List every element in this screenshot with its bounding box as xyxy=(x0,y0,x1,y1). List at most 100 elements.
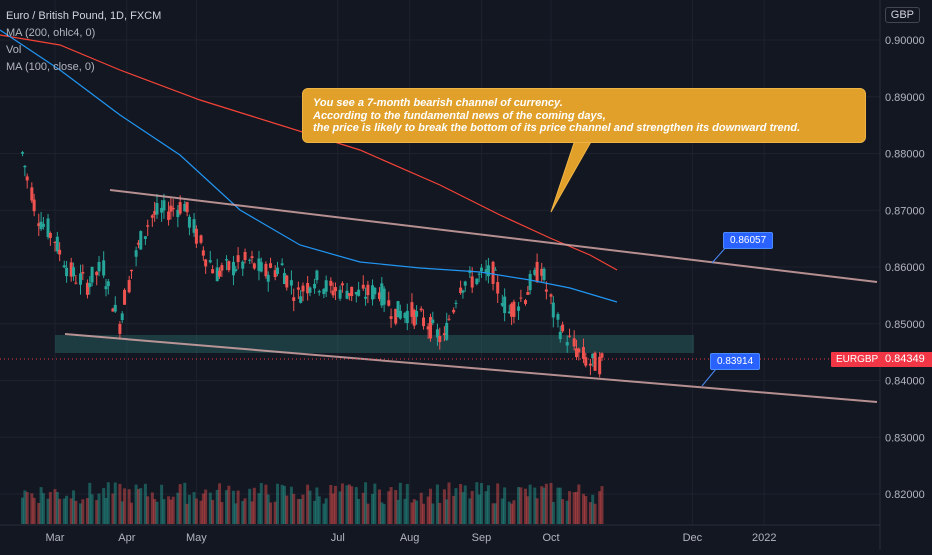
volume-bar xyxy=(167,496,171,524)
volume-bar xyxy=(528,484,532,524)
candle-body xyxy=(25,176,29,181)
candle-body xyxy=(113,304,117,312)
candle-body xyxy=(496,282,500,294)
candle-body xyxy=(486,265,490,277)
candle-body xyxy=(533,269,537,275)
candle-body xyxy=(292,297,296,301)
candle-body xyxy=(259,262,263,272)
volume-bar xyxy=(519,487,523,524)
candle-body xyxy=(315,270,319,280)
candle-body xyxy=(185,202,189,213)
volume-bar xyxy=(162,499,166,524)
candle-body xyxy=(72,267,76,277)
candle-body xyxy=(289,280,293,286)
candle-body xyxy=(194,228,198,244)
ma100-legend[interactable]: MA (100, close, 0) xyxy=(6,61,95,73)
symbol-title[interactable]: Euro / British Pound, 1D, FXCM xyxy=(6,10,162,22)
volume-bar xyxy=(134,484,138,524)
volume-bar xyxy=(491,503,495,524)
candle-body xyxy=(88,283,92,288)
volume-bar xyxy=(53,489,57,524)
volume-bar xyxy=(95,500,99,524)
callout-line-1: You see a 7-month bearish channel of cur… xyxy=(313,97,563,109)
volume-bar xyxy=(282,485,286,524)
volume-bar xyxy=(299,499,303,524)
volume-bars xyxy=(21,482,604,524)
candle-body xyxy=(143,236,147,239)
volume-bar xyxy=(25,492,29,524)
volume-bar xyxy=(257,493,261,524)
volume-bar xyxy=(542,487,546,524)
volume-bar xyxy=(211,499,215,524)
volume-bar xyxy=(58,498,62,524)
candle-body xyxy=(345,290,349,299)
candle-body xyxy=(46,218,50,238)
volume-bar xyxy=(396,499,400,524)
volume-bar xyxy=(447,482,451,524)
volume-bar xyxy=(123,488,127,524)
volume-bar xyxy=(289,486,293,524)
volume-bar xyxy=(171,496,175,524)
candle-body xyxy=(398,310,402,319)
candle-body xyxy=(153,211,157,215)
candle-body xyxy=(150,215,154,218)
volume-bar xyxy=(324,498,328,524)
candle-body xyxy=(250,256,254,259)
candle-body xyxy=(422,317,426,327)
price-tick-label: 0.88000 xyxy=(885,149,925,161)
candle-body xyxy=(280,263,284,266)
volume-bar xyxy=(403,498,407,524)
volume-bar xyxy=(500,498,504,524)
currency-badge[interactable]: GBP xyxy=(884,7,920,23)
lower-label-pointer xyxy=(701,368,717,387)
volume-bar xyxy=(285,495,289,524)
price-axis[interactable]: 0.90000 0.89000 0.88000 0.87000 0.86000 0.850… xyxy=(885,35,925,501)
candle-body xyxy=(447,318,451,320)
volume-bar xyxy=(183,482,187,524)
volume-bar xyxy=(21,497,25,524)
time-tick-label: Jul xyxy=(331,532,345,544)
candle-body xyxy=(484,269,488,274)
ma200-legend[interactable]: MA (200, ohlc4, 0) xyxy=(6,27,96,39)
upper-channel-line[interactable] xyxy=(109,189,878,283)
candle-body xyxy=(155,203,159,215)
candle-body xyxy=(234,269,238,271)
candle-body xyxy=(220,265,224,271)
candle-body xyxy=(187,216,191,228)
candle-body xyxy=(176,209,180,218)
volume-bar xyxy=(306,484,310,524)
volume-bar xyxy=(345,485,349,524)
volume-bar xyxy=(517,487,521,524)
volume-bar xyxy=(524,488,528,524)
candle-body xyxy=(69,262,73,277)
candle-body xyxy=(306,282,310,294)
candle-body xyxy=(74,282,78,284)
time-tick-label: Apr xyxy=(118,532,135,544)
candle-body xyxy=(598,356,602,375)
symbol-badge: EURGBP xyxy=(831,352,884,367)
volume-bar xyxy=(315,487,319,524)
volume-bar xyxy=(139,488,143,524)
candle-body xyxy=(396,301,400,318)
time-axis[interactable]: Mar Apr May Jul Aug Sep Oct Dec 2022 xyxy=(46,532,777,544)
volume-bar xyxy=(37,502,41,524)
candle-body xyxy=(350,286,354,297)
candle-body xyxy=(95,271,99,276)
volume-bar xyxy=(561,499,565,524)
candle-body xyxy=(477,273,481,275)
volume-bar xyxy=(544,483,548,524)
lower-channel-line[interactable] xyxy=(64,333,878,403)
time-tick-label: 2022 xyxy=(752,532,776,544)
candle-body xyxy=(324,280,328,292)
volume-legend[interactable]: Vol xyxy=(6,44,22,56)
candle-body xyxy=(412,310,416,326)
candle-body xyxy=(317,290,321,293)
volume-bar xyxy=(194,498,198,524)
candle-body xyxy=(171,207,175,210)
volume-bar xyxy=(445,499,449,524)
candle-body xyxy=(565,341,569,346)
volume-bar xyxy=(533,487,537,524)
candle-body xyxy=(241,261,245,269)
